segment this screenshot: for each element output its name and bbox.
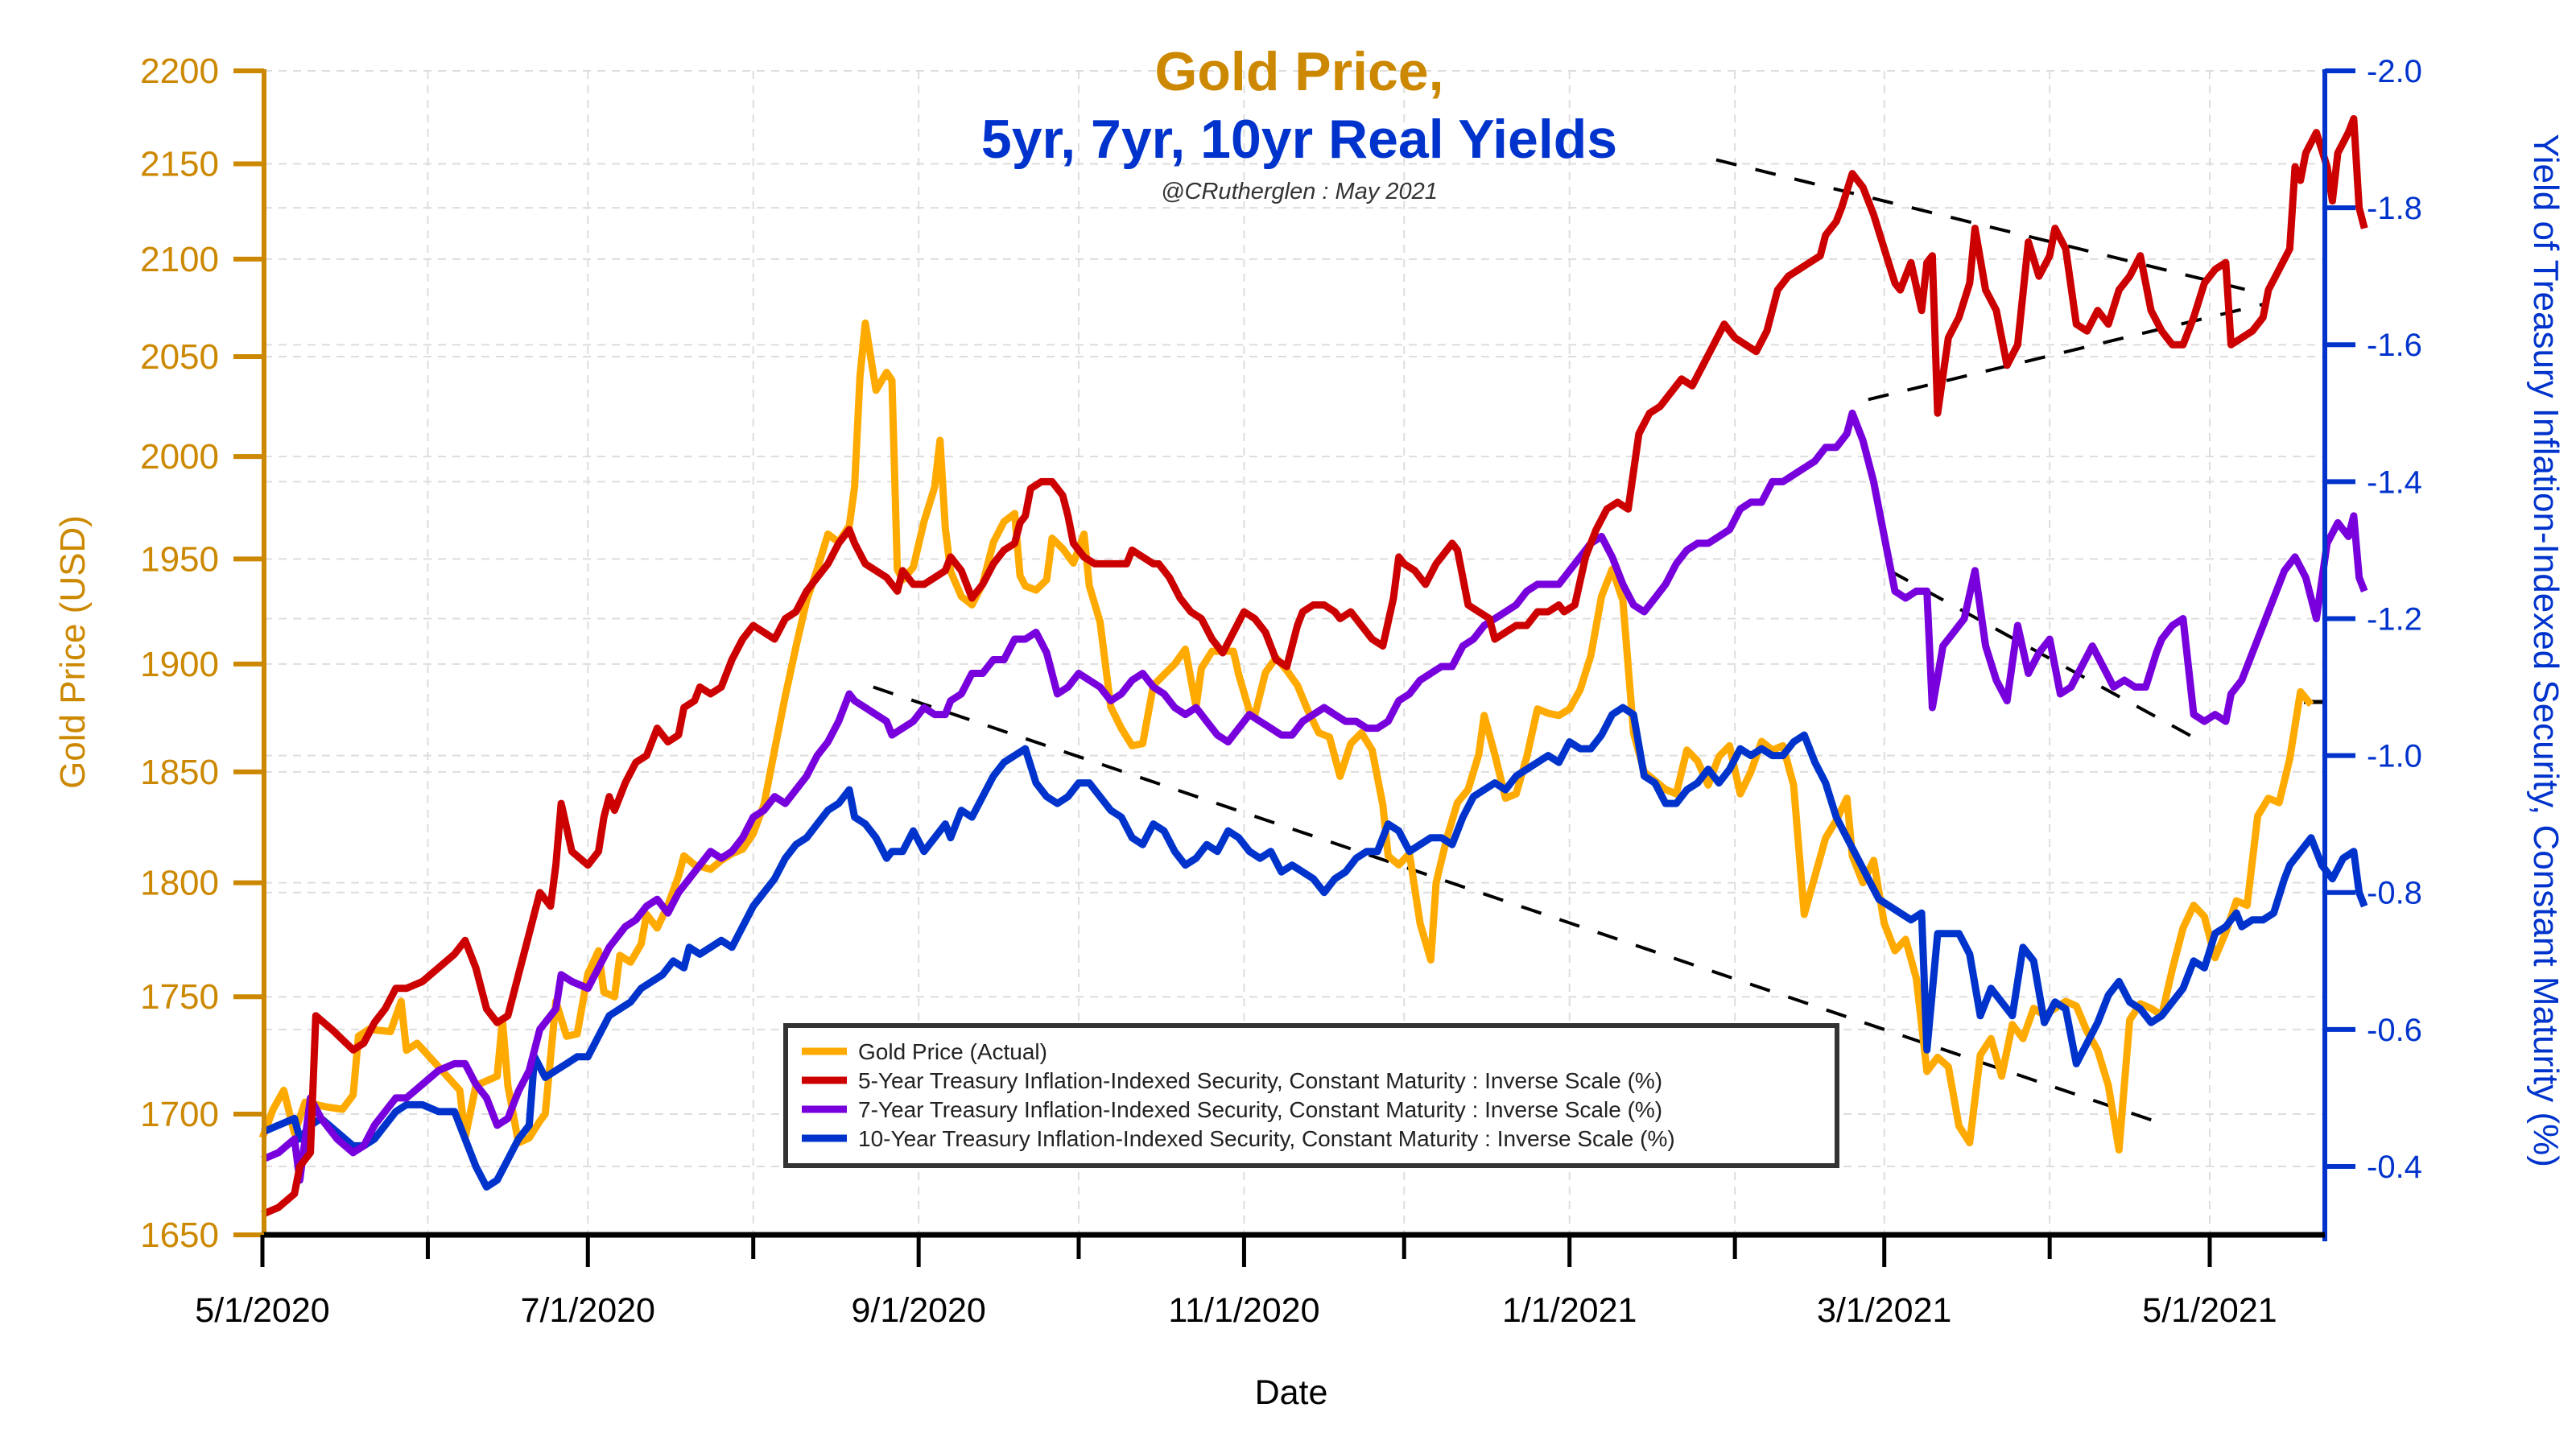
y-left-tick-label: 1650 — [140, 1216, 219, 1255]
y-right-tick-label: -1.6 — [2367, 328, 2422, 363]
x-tick-label: 5/1/2021 — [2142, 1291, 2277, 1330]
x-tick-label: 11/1/2020 — [1168, 1291, 1319, 1330]
y-left-tick-label: 2000 — [140, 437, 219, 477]
y-left-tick-label: 1900 — [140, 645, 219, 684]
y-left-tick-label: 1950 — [140, 539, 219, 579]
legend: Gold Price (Actual) 5-Year Treasury Infla… — [783, 1023, 1839, 1168]
x-tick-label: 1/1/2021 — [1502, 1291, 1637, 1330]
chart-title: Gold Price, — [1155, 41, 1444, 102]
chart-subtitle: @CRutherglen : May 2021 — [1161, 179, 1438, 204]
legend-label: 7-Year Treasury Inflation-Indexed Securi… — [858, 1097, 1662, 1122]
legend-label: Gold Price (Actual) — [858, 1039, 1047, 1064]
5yr-upper-trendline — [1715, 158, 2248, 292]
5yr-lower-trendline — [1868, 302, 2267, 402]
y-right-tick-label: -0.6 — [2367, 1013, 2422, 1048]
y-right-tick-label: -0.8 — [2367, 876, 2422, 911]
x-tick-label: 7/1/2020 — [521, 1291, 655, 1330]
y-axis-left-label: Gold Price (USD) — [53, 515, 93, 789]
legend-label: 5-Year Treasury Inflation-Indexed Securi… — [858, 1068, 1662, 1093]
y-left-tick-label: 2050 — [140, 337, 219, 377]
legend-box — [783, 1023, 1839, 1168]
y-left-tick-label: 2100 — [140, 240, 219, 279]
10yr-real-yield-line — [261, 704, 2368, 1191]
y-left-tick-label: 2150 — [140, 145, 219, 184]
y-right-tick-label: -0.4 — [2367, 1150, 2422, 1185]
y-left-tick-label: 1750 — [140, 977, 219, 1017]
7yr-trendline — [1889, 569, 2203, 744]
series-group — [258, 115, 2368, 1218]
y-left-tick-label: 1850 — [140, 753, 219, 792]
chart-title-line2: 5yr, 7yr, 10yr Real Yields — [981, 109, 1617, 170]
y-right-tick-label: -2.0 — [2367, 54, 2422, 89]
y-axis-right-label: Yield of Treasury Inflation-Indexed Secu… — [2526, 134, 2566, 1167]
x-tick-label: 3/1/2021 — [1817, 1291, 1951, 1330]
tick-labels: 1650 1700 1750 1800 1850 1900 1950 2000 2050 2100… — [140, 52, 2422, 1330]
y-right-tick-label: -1.4 — [2367, 464, 2422, 500]
y-right-tick-label: -1.2 — [2367, 601, 2422, 637]
y-right-tick-label: -1.0 — [2367, 739, 2422, 774]
x-tick-label: 9/1/2020 — [851, 1291, 985, 1330]
x-axis-label: Date — [1255, 1373, 1328, 1412]
7yr-real-yield-line — [261, 409, 2368, 1184]
legend-label: 10-Year Treasury Inflation-Indexed Secur… — [858, 1126, 1675, 1151]
y-right-tick-label: -1.8 — [2367, 191, 2422, 226]
y-left-tick-label: 1800 — [140, 864, 219, 903]
y-left-tick-label: 1700 — [140, 1095, 219, 1134]
axes — [233, 68, 2355, 1267]
x-tick-label: 5/1/2020 — [195, 1291, 329, 1330]
y-left-tick-label: 2200 — [140, 52, 219, 91]
gold-10yr-trendline — [873, 685, 2168, 1127]
5yr-real-yield-line — [261, 115, 2368, 1218]
trendlines — [873, 158, 2326, 1127]
